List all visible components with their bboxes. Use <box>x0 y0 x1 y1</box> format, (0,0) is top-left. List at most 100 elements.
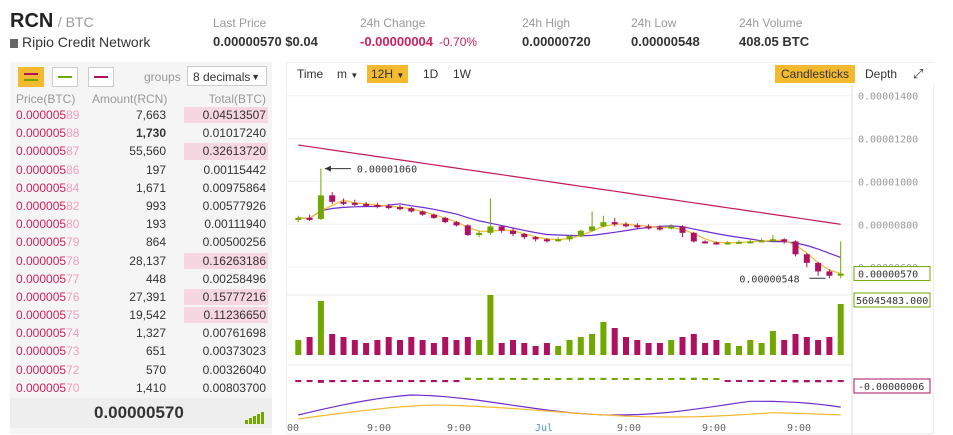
price-chart[interactable]: 0.00001400 0.00001200 0.00001000 0.00000800… <box>287 85 935 435</box>
candle-body <box>634 225 641 228</box>
volume-bar <box>487 295 494 355</box>
volume-bar <box>555 346 562 355</box>
stat-value: 0.00000548 <box>631 34 700 49</box>
macd-bar <box>736 380 742 383</box>
view-bids-button[interactable] <box>52 67 78 87</box>
row-price: 0.00000588 <box>16 126 80 141</box>
order-book-toolbar: groups 8 decimals ▼ <box>10 62 272 90</box>
minutes-dropdown[interactable]: m ▼ <box>333 65 362 83</box>
row-total: 0.00500256 <box>202 235 266 250</box>
order-row[interactable]: 0.00000589 7,663 0.04513507 <box>10 106 272 124</box>
order-row[interactable]: 0.00000573 651 0.00373023 <box>10 342 272 360</box>
row-total: 0.00111940 <box>204 217 266 232</box>
volume-bar <box>510 340 516 355</box>
fullscreen-icon[interactable]: ⤢ <box>913 66 924 81</box>
volume-bar <box>826 337 833 355</box>
order-row[interactable]: 0.00000574 1,327 0.00761698 <box>10 324 272 342</box>
volume-bar <box>634 340 641 355</box>
macd-bar <box>747 380 754 383</box>
volume-bar <box>736 346 742 355</box>
row-price: 0.00000572 <box>16 362 80 377</box>
candle-body <box>521 233 528 238</box>
interval-12h-button[interactable]: 12H ▼ <box>367 65 409 83</box>
order-row[interactable]: 0.00000587 55,560 0.32613720 <box>10 142 272 160</box>
row-total: 0.11236650 <box>203 308 266 323</box>
candle-body <box>623 224 629 227</box>
order-row[interactable]: 0.00000570 1,410 0.00803700 <box>10 379 272 397</box>
order-row[interactable]: 0.00000579 864 0.00500256 <box>10 233 272 251</box>
view-asks-button[interactable] <box>88 67 114 87</box>
macd-bar <box>476 377 483 380</box>
stat-label: 24h Change <box>360 16 426 30</box>
order-row[interactable]: 0.00000575 19,542 0.11236650 <box>10 306 272 324</box>
interval-1w-button[interactable]: 1W <box>453 67 471 81</box>
candle-body <box>837 273 844 276</box>
volume-bar <box>690 334 697 355</box>
volume-bar <box>566 340 573 355</box>
view-both-button[interactable] <box>18 67 44 87</box>
high-annotation: 0.00001060 <box>357 165 417 176</box>
volume-bar <box>758 343 765 355</box>
row-total: 0.00803700 <box>202 380 266 395</box>
asset-name[interactable]: Ripio Credit Network <box>10 34 150 50</box>
order-row[interactable]: 0.00000578 28,137 0.16263186 <box>10 252 272 270</box>
order-row[interactable]: 0.00000588 1,730 0.01017240 <box>10 124 272 142</box>
macd-bar <box>329 380 336 383</box>
y-tick-label: 0.00001200 <box>858 135 918 146</box>
macd-bar <box>385 380 392 383</box>
macd-bar <box>656 377 663 380</box>
pair-info: RCN / BTC Ripio Credit Network <box>10 10 150 50</box>
order-row[interactable]: 0.00000572 570 0.00326040 <box>10 361 272 379</box>
row-price: 0.00000573 <box>16 344 80 359</box>
volume-bar <box>600 322 607 355</box>
volume-bar <box>295 340 302 355</box>
volume-bar <box>329 334 336 355</box>
order-row[interactable]: 0.00000582 993 0.00577926 <box>10 197 272 215</box>
candlesticks-tab[interactable]: Candlesticks <box>775 65 856 83</box>
candle-body <box>487 226 494 233</box>
row-total: 0.00975864 <box>202 180 266 195</box>
candle-body <box>679 226 686 233</box>
row-amount: 1,730 <box>135 126 166 141</box>
row-amount: 993 <box>145 198 166 213</box>
decimals-select[interactable]: 8 decimals ▼ <box>187 66 267 86</box>
row-total: 0.04513507 <box>202 108 266 122</box>
candle-body <box>532 237 539 240</box>
time-button[interactable]: Time <box>297 67 324 81</box>
volume-bar <box>623 337 629 355</box>
depth-tab[interactable]: Depth <box>865 67 898 81</box>
row-price: 0.00000577 <box>16 271 80 286</box>
order-row[interactable]: 0.00000580 193 0.00111940 <box>10 215 272 233</box>
row-amount: 28,137 <box>129 253 166 268</box>
order-row[interactable]: 0.00000586 197 0.00115442 <box>10 161 272 179</box>
order-row[interactable]: 0.00000584 1,671 0.00975864 <box>10 179 272 197</box>
row-price: 0.00000580 <box>16 217 80 232</box>
volume-tag: 56045483.000 <box>856 296 928 307</box>
macd-bar <box>668 377 675 380</box>
volume-bar <box>430 343 437 355</box>
interval-1d-button[interactable]: 1D <box>423 67 439 81</box>
macd-bar <box>826 380 833 383</box>
macd-bar <box>611 377 618 380</box>
candle-body <box>702 241 709 244</box>
macd-bar <box>724 380 731 383</box>
y-tick-label: 0.00000800 <box>858 220 918 231</box>
caret-down-icon: ▼ <box>396 71 405 80</box>
volume-bar <box>645 343 652 355</box>
volume-bar <box>589 334 596 355</box>
chart-toolbar: Time m ▼ 12H ▼ 1D 1W Candlesticks Depth … <box>287 63 935 85</box>
macd-bar <box>453 380 460 383</box>
asset-name-label: Ripio Credit Network <box>22 34 151 50</box>
order-row[interactable]: 0.00000577 448 0.00258496 <box>10 270 272 288</box>
row-amount: 7,663 <box>135 108 166 122</box>
candle-body <box>317 195 324 219</box>
order-row[interactable]: 0.00000576 27,391 0.15777216 <box>10 288 272 306</box>
pair-quote[interactable]: / BTC <box>57 14 94 30</box>
y-tick-label: 0.00001000 <box>858 177 918 188</box>
macd-bar <box>702 377 709 380</box>
volume-bar <box>442 337 449 355</box>
macd-bar <box>487 377 494 380</box>
candle-body <box>792 241 799 255</box>
row-amount: 1,410 <box>135 380 166 395</box>
candle-body <box>645 226 652 229</box>
